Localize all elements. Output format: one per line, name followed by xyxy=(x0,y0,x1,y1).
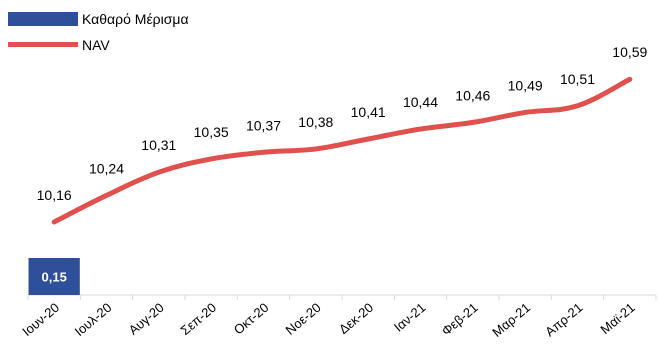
legend-dividend-label: Καθαρό Μέρισμα xyxy=(82,11,189,27)
nav-data-label: 10,31 xyxy=(141,137,176,153)
x-axis-tick-label: Φεβ-21 xyxy=(439,300,481,339)
nav-data-label: 10,35 xyxy=(194,124,229,140)
legend: Καθαρό Μέρισμα NAV xyxy=(8,11,189,53)
x-axis-tick-label: Αυγ-20 xyxy=(126,300,167,338)
nav-data-label: 10,41 xyxy=(351,104,386,120)
x-axis-tick-label: Ιουλ-20 xyxy=(72,300,115,339)
nav-data-label: 10,59 xyxy=(612,44,647,60)
nav-data-label: 10,38 xyxy=(298,114,333,130)
nav-data-label: 10,16 xyxy=(37,187,72,203)
nav-data-label: 10,46 xyxy=(455,87,490,103)
nav-data-label: 10,24 xyxy=(89,160,124,176)
dividend-bar-label: 0,15 xyxy=(42,270,67,285)
x-axis-tick-label: Μαϊ-21 xyxy=(597,300,637,337)
x-axis-tick-label: Νοε-20 xyxy=(283,300,324,338)
nav-data-label: 10,44 xyxy=(403,94,438,110)
x-axis-tick-labels: Ιουν-20 Ιουλ-20 Αυγ-20 Σεπ-20 Οκτ-20 Νοε-20 Δε… xyxy=(19,300,637,340)
dividend-bar xyxy=(28,258,80,295)
x-axis-tick-label: Ιουν-20 xyxy=(19,300,62,339)
legend-dividend-swatch xyxy=(8,12,78,26)
nav-data-label: 10,51 xyxy=(560,71,595,87)
x-axis-tick-label: Οκτ-20 xyxy=(231,300,272,338)
legend-nav-label: NAV xyxy=(82,37,110,53)
x-axis-tick-label: Ιαν-21 xyxy=(391,300,429,335)
nav-series-line xyxy=(51,76,633,225)
x-axis-ticks xyxy=(27,295,657,300)
x-axis-tick-label: Μαρ-21 xyxy=(489,300,533,340)
nav-data-labels: 10,16 10,24 10,31 10,35 10,37 10,38 10,41 10,44… xyxy=(37,44,648,203)
nav-data-label: 10,37 xyxy=(246,117,281,133)
x-axis-tick-label: Σεπ-20 xyxy=(178,300,220,338)
x-axis-tick-label: Δεκ-20 xyxy=(336,300,376,337)
x-axis-tick-label: Απρ-21 xyxy=(542,300,585,340)
nav-data-label: 10,49 xyxy=(508,77,543,93)
legend-nav-swatch xyxy=(8,42,78,47)
dividend-bars: 0,15 xyxy=(28,258,80,295)
